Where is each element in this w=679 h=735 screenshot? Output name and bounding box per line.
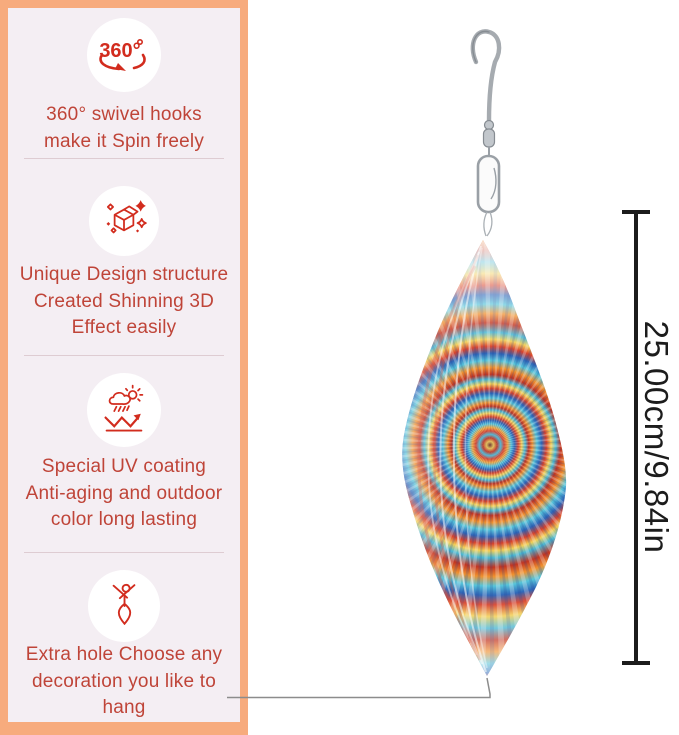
- feature-text-line: color long lasting: [50, 509, 198, 530]
- sun: [127, 390, 138, 400]
- feature-panel-inner: 360° 360° swivel hooks make it Spin free…: [8, 8, 240, 722]
- swivel-barrel: [482, 128, 496, 148]
- uv-weather-icon: [104, 384, 144, 432]
- section-divider: [24, 158, 224, 159]
- extra-hole-callout-line: [227, 677, 491, 699]
- box-edges: [114, 213, 134, 231]
- feature-text: Extra hole Choose any decoration you lik…: [8, 642, 240, 722]
- feature-text-line: decoration you like to: [32, 670, 216, 692]
- feature-icon-circle: [87, 373, 161, 447]
- s-hook: [470, 29, 502, 124]
- feature-icon-circle: [88, 570, 160, 642]
- feature-panel: 360° 360° swivel hooks make it Spin free…: [0, 0, 248, 735]
- spinner-left-sheen: [402, 300, 462, 630]
- extra-hole-ornament-icon: [112, 583, 136, 626]
- feature-text: Unique Design structure Created Shinning…: [8, 262, 240, 342]
- spinner-bottom-sheen: [402, 592, 567, 676]
- hanging-hook: [470, 29, 502, 237]
- s-hook-shade: [472, 30, 490, 63]
- shiny-3d-box-icon: [106, 200, 147, 234]
- feature-icon-circle: 360°: [87, 18, 161, 92]
- sparkle-outline: [136, 218, 147, 229]
- feature-text-line: Created Shinning 3D: [33, 290, 215, 312]
- degree-dot: [136, 39, 143, 46]
- feature-text: 360° swivel hooks make it Spin freely: [8, 102, 240, 155]
- sparkle-filled: [135, 229, 140, 233]
- swirl-arrow-right: [132, 53, 146, 70]
- feature-text: Special UV coating Anti-aging and outdoo…: [8, 454, 240, 534]
- feature-text-line: hang: [102, 697, 146, 718]
- spinner-top-sheen: [402, 240, 567, 352]
- spinner-spokes-dark: [402, 240, 567, 676]
- feature-text-line: make it Spin freely: [43, 130, 205, 152]
- feature-item-extra-hole: Extra hole Choose any decoration you lik…: [8, 552, 240, 722]
- feature-item-uv: Special UV coating Anti-aging and outdoo…: [8, 355, 240, 552]
- clip-gate: [490, 167, 497, 200]
- feature-text-line: 360° swivel hooks: [46, 104, 202, 125]
- size-label: 25.00cm/9.84in: [638, 321, 675, 554]
- sun-rays: [125, 384, 144, 402]
- sparkle-filled: [106, 222, 111, 226]
- rain-lines: [113, 405, 130, 412]
- ornament-diamond: [117, 602, 132, 626]
- swivel-360-label: 360°: [99, 40, 140, 62]
- reflect-arrowhead: [133, 413, 141, 421]
- swivel-clip: [476, 154, 501, 214]
- feature-text-line: Special UV coating: [41, 456, 207, 477]
- section-divider: [24, 552, 224, 553]
- feature-item-swivel: 360° 360° swivel hooks make it Spin free…: [8, 8, 240, 158]
- sparkle-outline: [110, 227, 117, 234]
- wind-spinner: [402, 240, 567, 676]
- feature-icon-circle: [89, 186, 159, 256]
- section-divider: [24, 355, 224, 356]
- feature-item-design: Unique Design structure Created Shinning…: [8, 158, 240, 355]
- sparkle-filled: [135, 200, 146, 212]
- feature-text-line: Unique Design structure: [19, 264, 229, 285]
- feature-text-line: Extra hole Choose any: [25, 644, 223, 665]
- swivel-ball: [483, 119, 495, 131]
- swirl-arrowhead: [115, 63, 126, 71]
- ornament-arms: [112, 584, 136, 600]
- hanging-wire-loop: [483, 211, 493, 237]
- feature-text-line: Anti-aging and outdoor: [25, 482, 223, 504]
- feature-text-line: Effect easily: [71, 317, 177, 338]
- cloud: [108, 392, 131, 405]
- size-measurement: 25.00cm/9.84in: [622, 210, 675, 665]
- reflect-zigzag: [104, 415, 139, 428]
- swivel-360-icon: 360°: [99, 39, 146, 71]
- sparkle-outline: [106, 203, 114, 211]
- box-lid: [123, 205, 139, 216]
